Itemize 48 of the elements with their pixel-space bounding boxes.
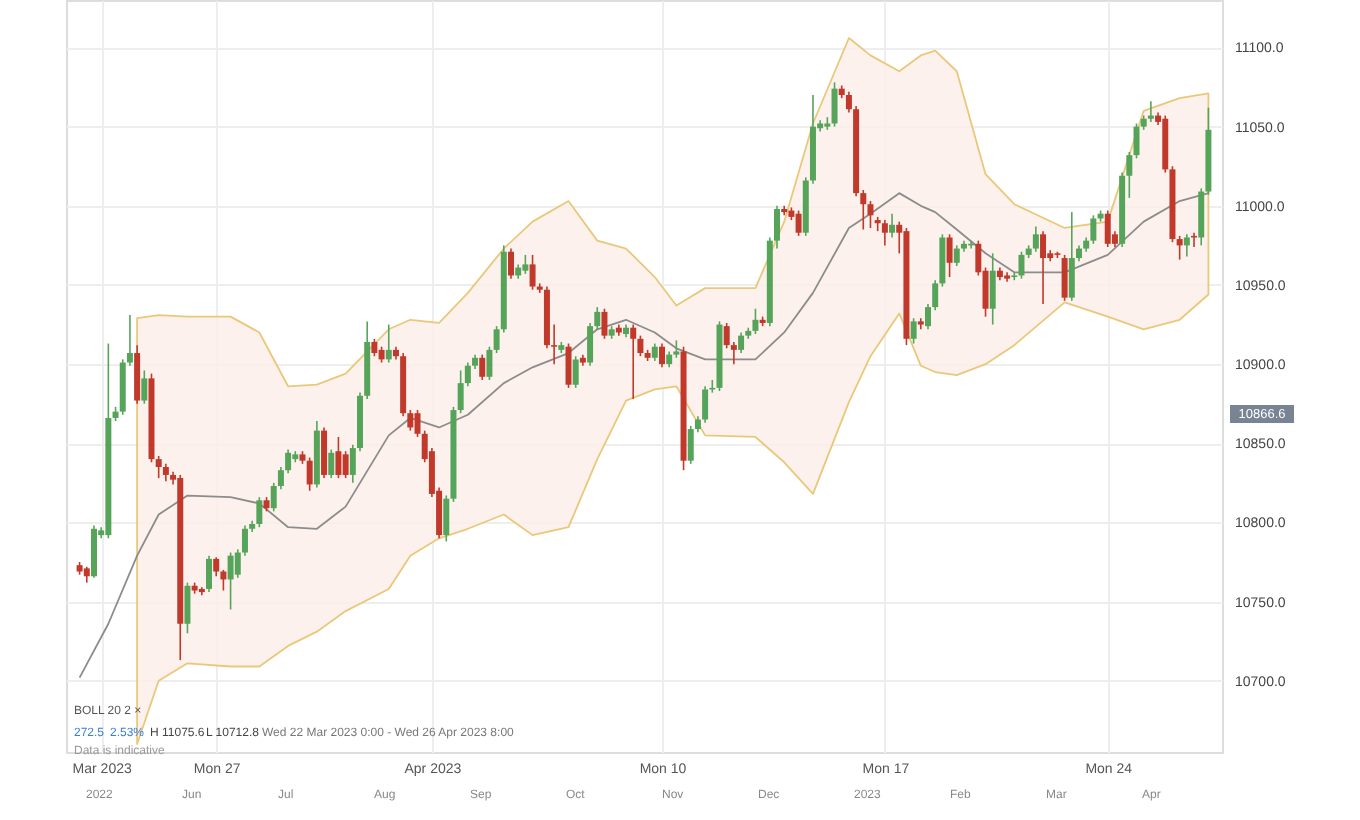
candlestick xyxy=(702,385,709,424)
candlestick xyxy=(1133,122,1140,160)
candlestick xyxy=(1183,233,1190,258)
candlestick xyxy=(1147,100,1154,123)
candlestick xyxy=(1176,235,1183,261)
candlestick xyxy=(572,355,579,389)
candlestick xyxy=(213,556,220,578)
candlestick xyxy=(306,456,313,492)
candlestick xyxy=(946,233,953,278)
candlestick xyxy=(658,342,665,369)
candlestick xyxy=(457,369,464,414)
candlestick xyxy=(335,436,342,479)
candlestick xyxy=(795,209,802,237)
candlestick xyxy=(479,353,486,381)
candlestick xyxy=(1068,211,1075,302)
candlestick xyxy=(206,554,213,593)
candlestick xyxy=(738,331,745,354)
candlestick xyxy=(565,342,572,389)
candlestick xyxy=(1018,250,1025,280)
candlestick xyxy=(630,323,637,400)
candlestick xyxy=(1104,209,1111,248)
candlestick xyxy=(321,426,328,479)
candlestick xyxy=(1061,254,1068,302)
candlestick xyxy=(507,247,514,280)
candlestick xyxy=(529,254,536,291)
candlestick xyxy=(342,450,349,479)
candlestick xyxy=(486,345,493,381)
candlestick xyxy=(831,81,838,128)
candlestick xyxy=(90,524,97,579)
candlestick xyxy=(881,219,888,247)
candlestick xyxy=(1040,230,1047,305)
candlestick xyxy=(155,455,162,479)
candlestick xyxy=(989,252,996,326)
candlestick xyxy=(1032,225,1039,253)
candlestick xyxy=(752,307,759,335)
candlestick xyxy=(227,551,234,611)
candlestick xyxy=(910,317,917,345)
candlestick xyxy=(953,244,960,267)
candlestick xyxy=(328,448,335,479)
candlestick xyxy=(1090,214,1097,245)
candlestick xyxy=(889,212,896,239)
candlestick xyxy=(184,581,191,635)
candlestick xyxy=(141,369,148,405)
candlestick xyxy=(134,344,141,405)
candlestick xyxy=(256,496,263,528)
candlestick xyxy=(601,307,608,340)
candlestick xyxy=(385,323,392,364)
candlestick xyxy=(522,254,529,275)
